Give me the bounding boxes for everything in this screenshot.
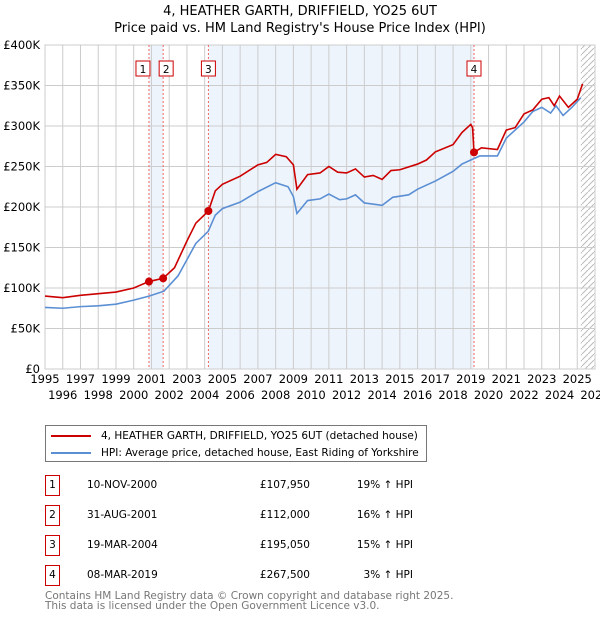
x-tick-label: 2019 [456,372,485,386]
x-tick-label: 2000 [119,388,148,402]
sale-price: £107,950 [259,479,310,491]
x-tick-label: 2018 [438,388,467,402]
sale-marker-badge: 1 [45,475,60,496]
sale-marker-box [466,60,482,77]
sale-marker-box [200,60,216,77]
sale-hpi-diff: 3% ↑ HPI [363,569,413,581]
x-tick-label: 2021 [492,372,521,386]
y-tick-label: £400K [3,38,40,52]
x-tick-label: 1997 [66,372,95,386]
sale-point [159,274,168,283]
y-tick-label: £350K [3,79,40,93]
sale-price: £195,050 [259,539,310,551]
x-tick-label: 2022 [509,388,538,402]
property-price-line [44,83,584,299]
x-tick-label: 2005 [208,372,237,386]
x-tick-label: 2025 [563,372,592,386]
x-tick-label: 2011 [314,372,343,386]
y-tick-label: £100K [3,281,40,295]
x-tick-label: 2006 [226,388,255,402]
sale-date: 19-MAR-2004 [87,539,158,551]
x-tick-label: 2007 [243,372,272,386]
x-tick-label: 2012 [332,388,361,402]
sale-point [144,277,153,286]
sale-point [470,148,478,157]
sale-marker-label: 4 [471,64,478,76]
x-tick-label: 2003 [172,372,201,386]
footer-licence: This data is licensed under the Open Gov… [45,600,380,612]
legend-label: 4, HEATHER GARTH, DRIFFIELD, YO25 6UT (d… [101,430,418,442]
legend: 4, HEATHER GARTH, DRIFFIELD, YO25 6UT (d… [45,425,427,462]
legend-swatch-red [51,435,91,437]
sale-row: 3 19-MAR-2004 £195,050 15% ↑ HPI [45,535,445,556]
x-tick-label: 2001 [137,372,166,386]
sale-marker-box [158,60,174,77]
footer: Contains HM Land Registry data © Crown c… [45,590,454,612]
sale-marker-box [135,60,151,77]
x-tick-label: 2023 [527,372,556,386]
x-tick-label: 1999 [101,372,130,386]
y-tick-label: £150K [3,241,40,255]
sale-date: 08-MAR-2019 [87,569,158,581]
legend-item-property: 4, HEATHER GARTH, DRIFFIELD, YO25 6UT (d… [51,430,418,442]
x-tick-label: 2016 [403,388,432,402]
sale-row: 4 08-MAR-2019 £267,500 3% ↑ HPI [45,565,445,586]
sale-marker-label: 1 [140,64,147,76]
x-tick-label: 2024 [545,388,574,402]
x-tick-label: 2004 [190,388,219,402]
y-tick-label: £200K [3,200,40,214]
sale-hpi-diff: 19% ↑ HPI [356,479,413,491]
sale-marker-label: 3 [205,64,212,76]
x-tick-label: 2014 [367,388,396,402]
x-tick-label: 2013 [350,372,379,386]
sale-row: 2 31-AUG-2001 £112,000 16% ↑ HPI [45,505,445,526]
sale-point [204,207,213,216]
sale-date: 31-AUG-2001 [87,509,158,521]
x-tick-label: 2017 [421,372,450,386]
y-tick-label: £250K [3,160,40,174]
sale-marker-badge: 2 [45,505,60,526]
legend-swatch-blue [51,452,91,454]
y-tick-label: £50K [11,322,41,336]
price-chart: 1995 1996 1997 1998 1999 2000 2001 2002 2003 2004… [3,38,600,402]
sale-price: £267,500 [259,569,310,581]
y-tick-label: £300K [3,119,40,133]
sale-row: 1 10-NOV-2000 £107,950 19% ↑ HPI [45,475,445,496]
x-tick-label: 2008 [261,388,290,402]
footer-copyright: Contains HM Land Registry data © Crown c… [45,590,454,602]
plot-border [44,44,596,370]
x-tick-label: 2002 [155,388,184,402]
x-tick-label: 2020 [474,388,503,402]
sale-hpi-diff: 15% ↑ HPI [356,539,413,551]
x-tick-label: 1995 [30,372,59,386]
x-tick-label: 1998 [84,388,113,402]
sale-marker-label: 2 [163,64,170,76]
x-tick-label: 2015 [385,372,414,386]
x-tick-label: 2010 [296,388,325,402]
sale-date: 10-NOV-2000 [87,479,158,491]
legend-label: HPI: Average price, detached house, East… [101,447,419,459]
chart-title: 4, HEATHER GARTH, DRIFFIELD, YO25 6UT [163,4,437,19]
chart-subtitle: Price paid vs. HM Land Registry's House … [114,21,486,36]
x-tick-label: 2009 [279,372,308,386]
sale-marker-badge: 3 [45,535,60,556]
hpi-line [44,97,582,310]
x-tick-label: 2026 [580,388,600,402]
legend-item-hpi: HPI: Average price, detached house, East… [51,447,419,459]
sale-marker-badge: 4 [45,565,60,586]
y-tick-label: £0 [25,362,40,376]
sale-hpi-diff: 16% ↑ HPI [356,509,413,521]
sale-price: £112,000 [259,509,310,521]
x-tick-label: 1996 [48,388,77,402]
